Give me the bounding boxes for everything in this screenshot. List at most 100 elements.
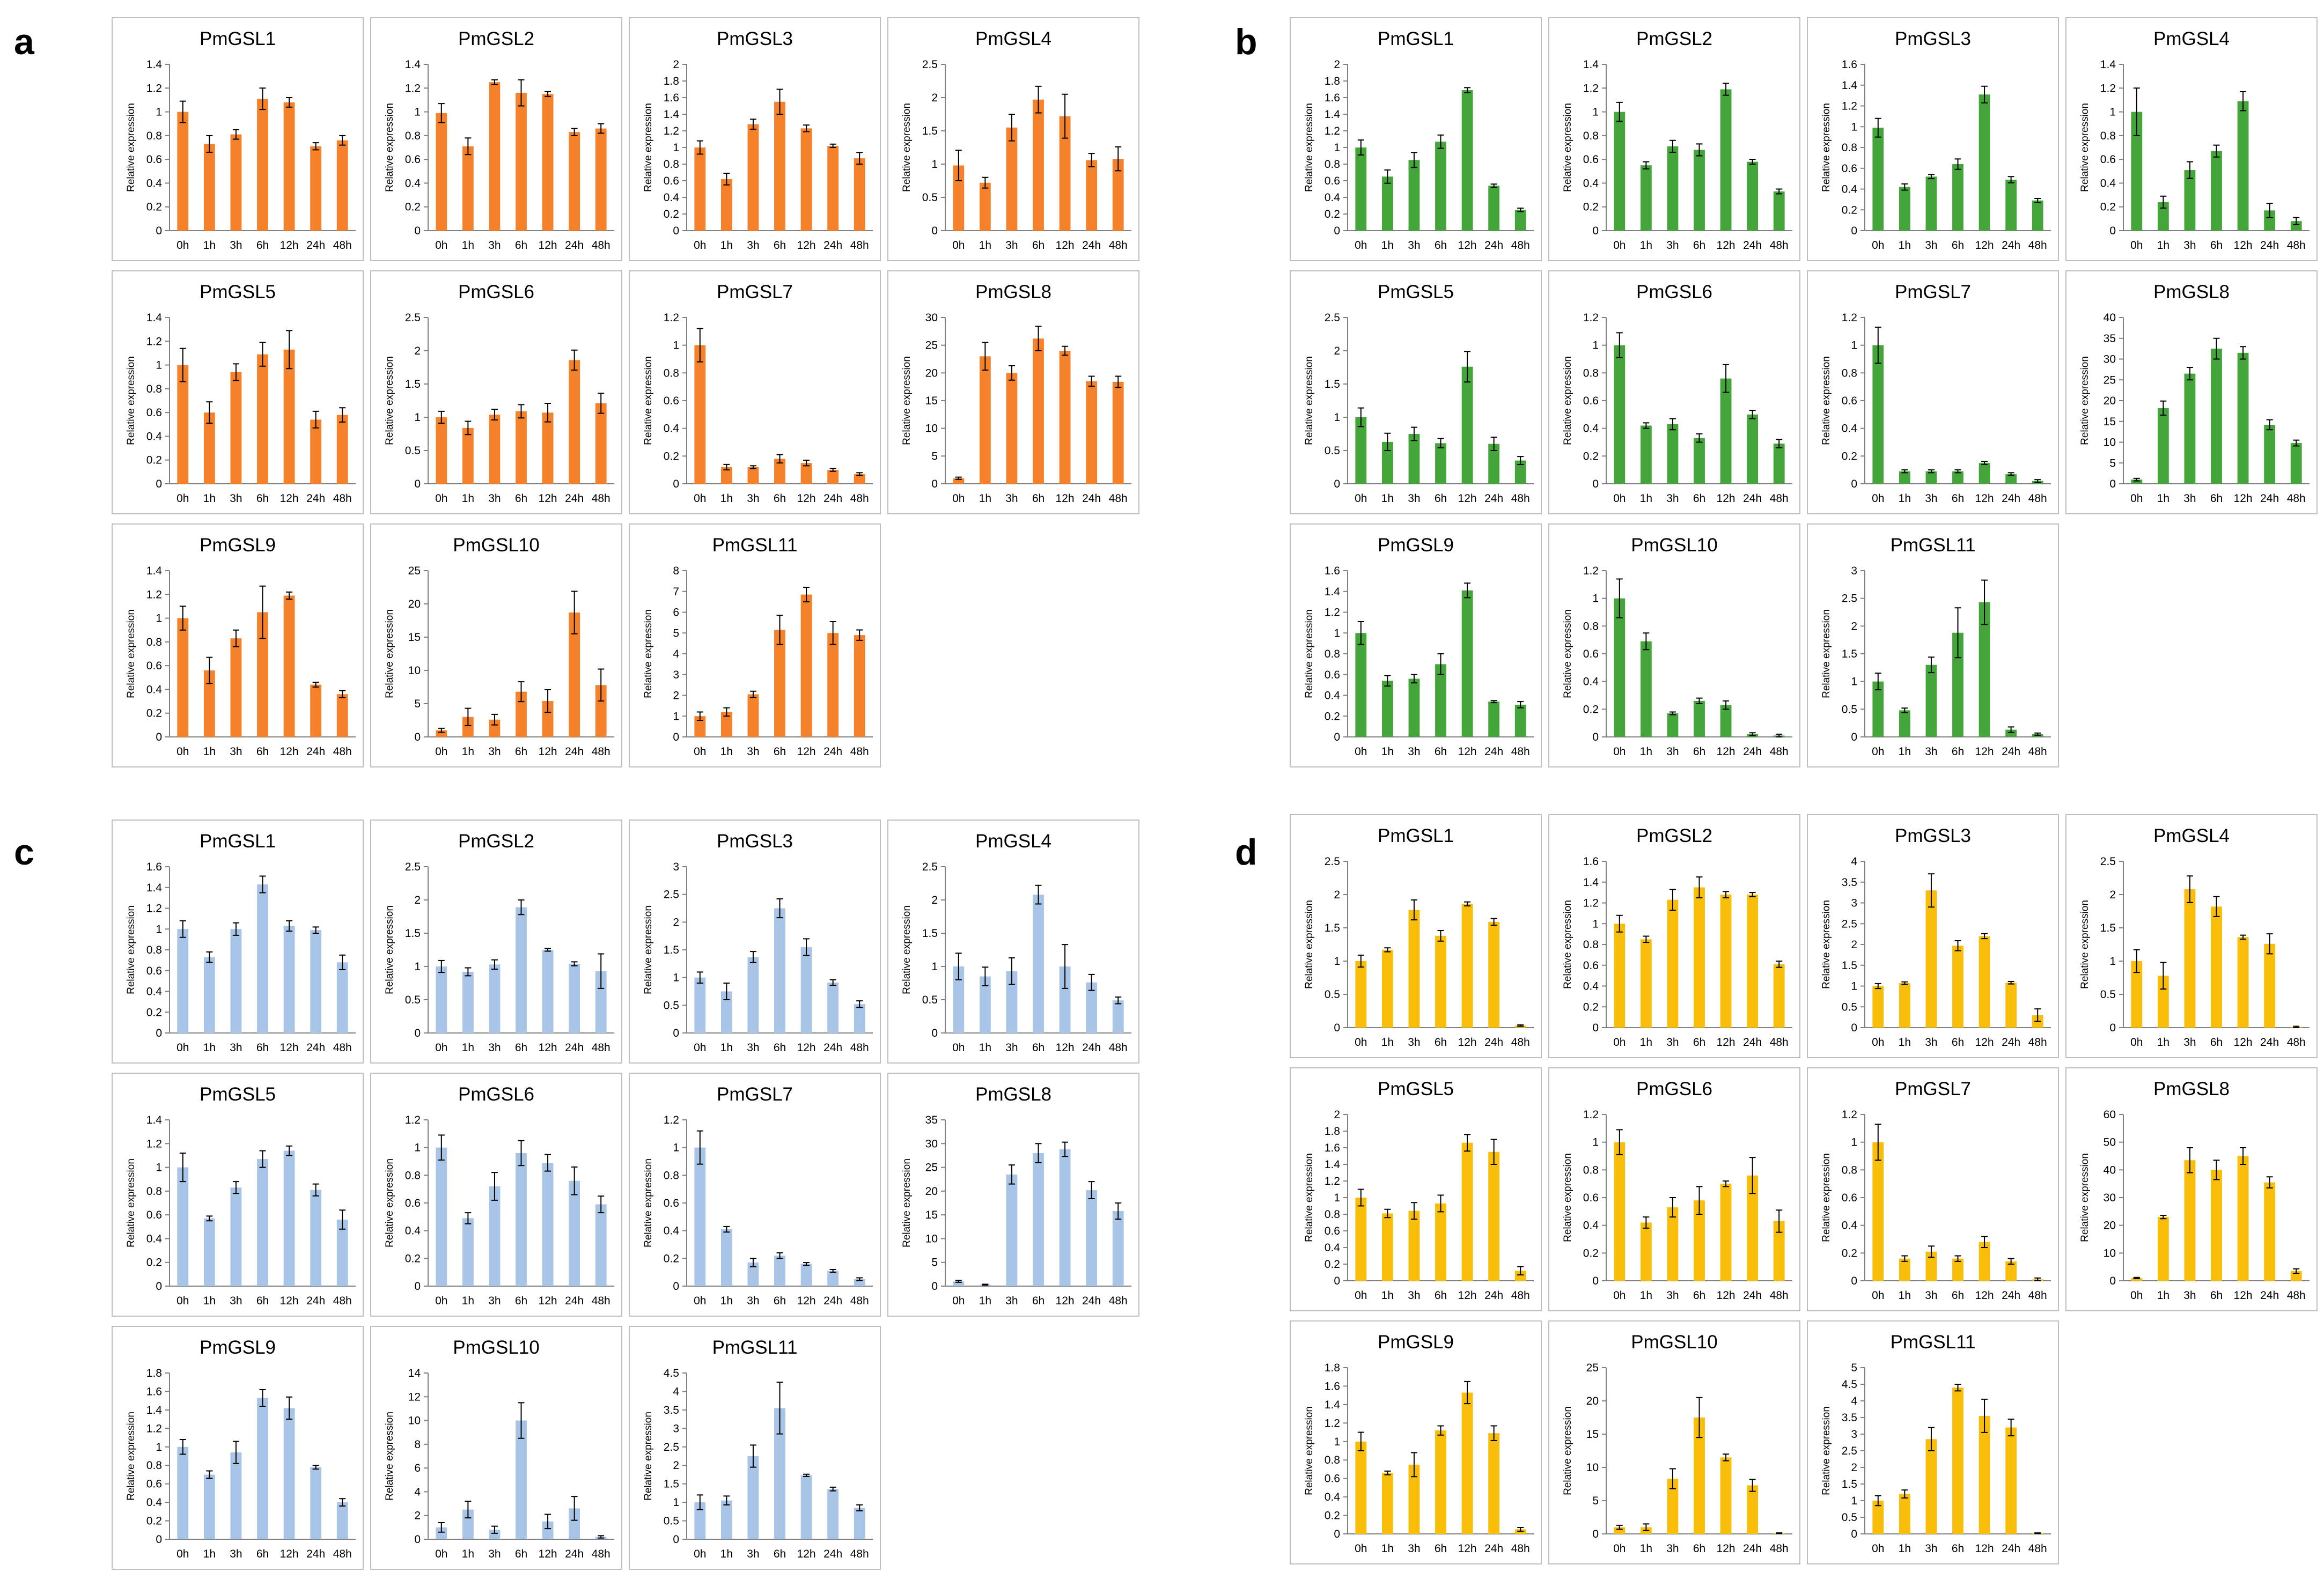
y-tick-label: 1 bbox=[673, 339, 679, 352]
error-bar bbox=[2186, 1147, 2193, 1173]
y-tick-label: 0.2 bbox=[146, 454, 162, 467]
error-bar bbox=[206, 135, 213, 153]
y-axis-label: Relative expression bbox=[126, 905, 137, 994]
y-tick-label: 3 bbox=[673, 669, 679, 681]
bar bbox=[2211, 349, 2222, 484]
x-tick-label: 48h bbox=[2028, 1036, 2047, 1049]
error-bar bbox=[1981, 1236, 1988, 1248]
bar bbox=[203, 412, 215, 484]
x-tick-label: 6h bbox=[1952, 1289, 1964, 1302]
x-tick-label: 24h bbox=[2002, 1036, 2020, 1049]
bar bbox=[2211, 1170, 2222, 1281]
y-tick-label: 2 bbox=[414, 345, 421, 357]
x-tick-label: 0h bbox=[1613, 1542, 1626, 1555]
y-tick-label: 1.4 bbox=[1325, 1399, 1341, 1411]
error-bar bbox=[803, 1473, 810, 1477]
y-tick-label: 4 bbox=[414, 1486, 421, 1498]
error-bar bbox=[1776, 1209, 1783, 1233]
error-bar bbox=[438, 410, 445, 424]
y-tick-label: 1.4 bbox=[1842, 79, 1858, 92]
x-tick-label: 24h bbox=[1082, 1295, 1101, 1307]
y-tick-label: 1.4 bbox=[1583, 58, 1599, 71]
error-bar bbox=[598, 393, 605, 414]
error-bar bbox=[776, 1252, 783, 1259]
chart-c-pmgsl1: PmGSL1 Relative expression 0 0.2 0.4 0.6 0.8 1 1… bbox=[112, 820, 364, 1064]
x-tick-label: 1h bbox=[1381, 239, 1394, 252]
bar bbox=[230, 1452, 242, 1539]
y-tick-label: 3 bbox=[1851, 897, 1857, 910]
bar bbox=[230, 929, 242, 1033]
x-tick-label: 3h bbox=[2183, 1036, 2196, 1049]
x-tick-label: 3h bbox=[1666, 745, 1679, 758]
y-tick-label: 1.4 bbox=[1583, 876, 1599, 889]
y-tick-label: 0.2 bbox=[1583, 201, 1599, 213]
bar bbox=[1979, 936, 1990, 1028]
y-tick-label: 1 bbox=[1851, 676, 1857, 688]
error-bar bbox=[438, 727, 445, 733]
y-tick-label: 4 bbox=[1851, 855, 1857, 868]
chart-c-pmgsl10: PmGSL10 Relative expression 0 2 4 6 8 10 12 14 0h 1… bbox=[370, 1326, 622, 1570]
bar bbox=[177, 618, 189, 737]
error-bar bbox=[1981, 85, 1988, 104]
y-tick-label: 25 bbox=[1586, 1362, 1599, 1374]
error-bar bbox=[723, 1495, 730, 1505]
error-bar bbox=[312, 410, 319, 429]
y-tick-label: 0.8 bbox=[1583, 130, 1599, 142]
y-tick-label: 0.4 bbox=[664, 1225, 680, 1237]
y-tick-label: 0.4 bbox=[405, 1225, 421, 1237]
chart-title: PmGSL1 bbox=[200, 831, 276, 852]
error-bar bbox=[955, 149, 962, 181]
bar bbox=[310, 1190, 322, 1286]
y-tick-label: 0 bbox=[1592, 478, 1599, 490]
x-tick-label: 12h bbox=[797, 1548, 816, 1560]
bar bbox=[1112, 381, 1124, 484]
chart-d-pmgsl8: PmGSL8 Relative expression 0 10 20 30 40 50 60 0h… bbox=[2065, 1067, 2318, 1311]
y-axis-label: Relative expression bbox=[1304, 900, 1315, 989]
chart-d-pmgsl1: PmGSL1 Relative expression 0 0.5 1 1.5 2 2.5 0h 1… bbox=[1290, 814, 1542, 1058]
y-tick-label: 20 bbox=[408, 598, 421, 610]
y-tick-label: 0.2 bbox=[1325, 1258, 1340, 1271]
bar bbox=[1381, 176, 1393, 231]
x-tick-label: 24h bbox=[565, 239, 584, 252]
y-tick-label: 0.8 bbox=[1842, 142, 1857, 154]
bar bbox=[1614, 598, 1626, 737]
error-bar bbox=[1669, 1197, 1676, 1218]
error-bar bbox=[2007, 1419, 2014, 1437]
x-tick-label: 3h bbox=[230, 1042, 242, 1054]
x-tick-label: 48h bbox=[1770, 1542, 1789, 1555]
x-tick-label: 0h bbox=[176, 239, 189, 252]
bar bbox=[1614, 1142, 1626, 1281]
chart-title: PmGSL11 bbox=[712, 535, 798, 556]
chart-title: PmGSL8 bbox=[975, 282, 1051, 302]
y-tick-label: 1 bbox=[414, 106, 421, 119]
y-tick-label: 0 bbox=[1334, 731, 1340, 743]
error-bar bbox=[723, 173, 730, 186]
error-bar bbox=[465, 420, 472, 435]
bar bbox=[1694, 1418, 1705, 1534]
error-bar bbox=[286, 330, 293, 370]
x-tick-label: 48h bbox=[850, 1548, 869, 1560]
bar bbox=[1952, 946, 1963, 1028]
x-tick-label: 12h bbox=[280, 745, 299, 758]
y-tick-label: 0.8 bbox=[1583, 1164, 1599, 1176]
bar bbox=[1952, 164, 1963, 231]
bar bbox=[1355, 1441, 1367, 1534]
error-bar bbox=[339, 135, 346, 146]
y-tick-label: 4 bbox=[673, 1385, 679, 1398]
y-tick-label: 0.8 bbox=[146, 944, 162, 956]
y-tick-label: 2.5 bbox=[664, 889, 679, 901]
y-tick-label: 4.5 bbox=[1842, 1378, 1857, 1391]
bar bbox=[694, 147, 706, 231]
bar bbox=[1747, 1485, 1759, 1534]
x-tick-label: 12h bbox=[1056, 1295, 1075, 1307]
y-tick-label: 1.2 bbox=[1842, 100, 1857, 113]
x-tick-label: 1h bbox=[462, 492, 474, 505]
chart-svg: PmGSL5 Relative expression 0 0.2 0.4 0.6 0.8 1 1… bbox=[1290, 1067, 1542, 1311]
bar bbox=[827, 633, 839, 737]
bar bbox=[2290, 221, 2302, 231]
bar bbox=[1979, 463, 1990, 484]
x-tick-label: 24h bbox=[306, 745, 325, 758]
error-bar bbox=[438, 103, 445, 123]
y-tick-label: 2 bbox=[1334, 1109, 1340, 1121]
chart-title: PmGSL10 bbox=[1631, 1332, 1717, 1353]
